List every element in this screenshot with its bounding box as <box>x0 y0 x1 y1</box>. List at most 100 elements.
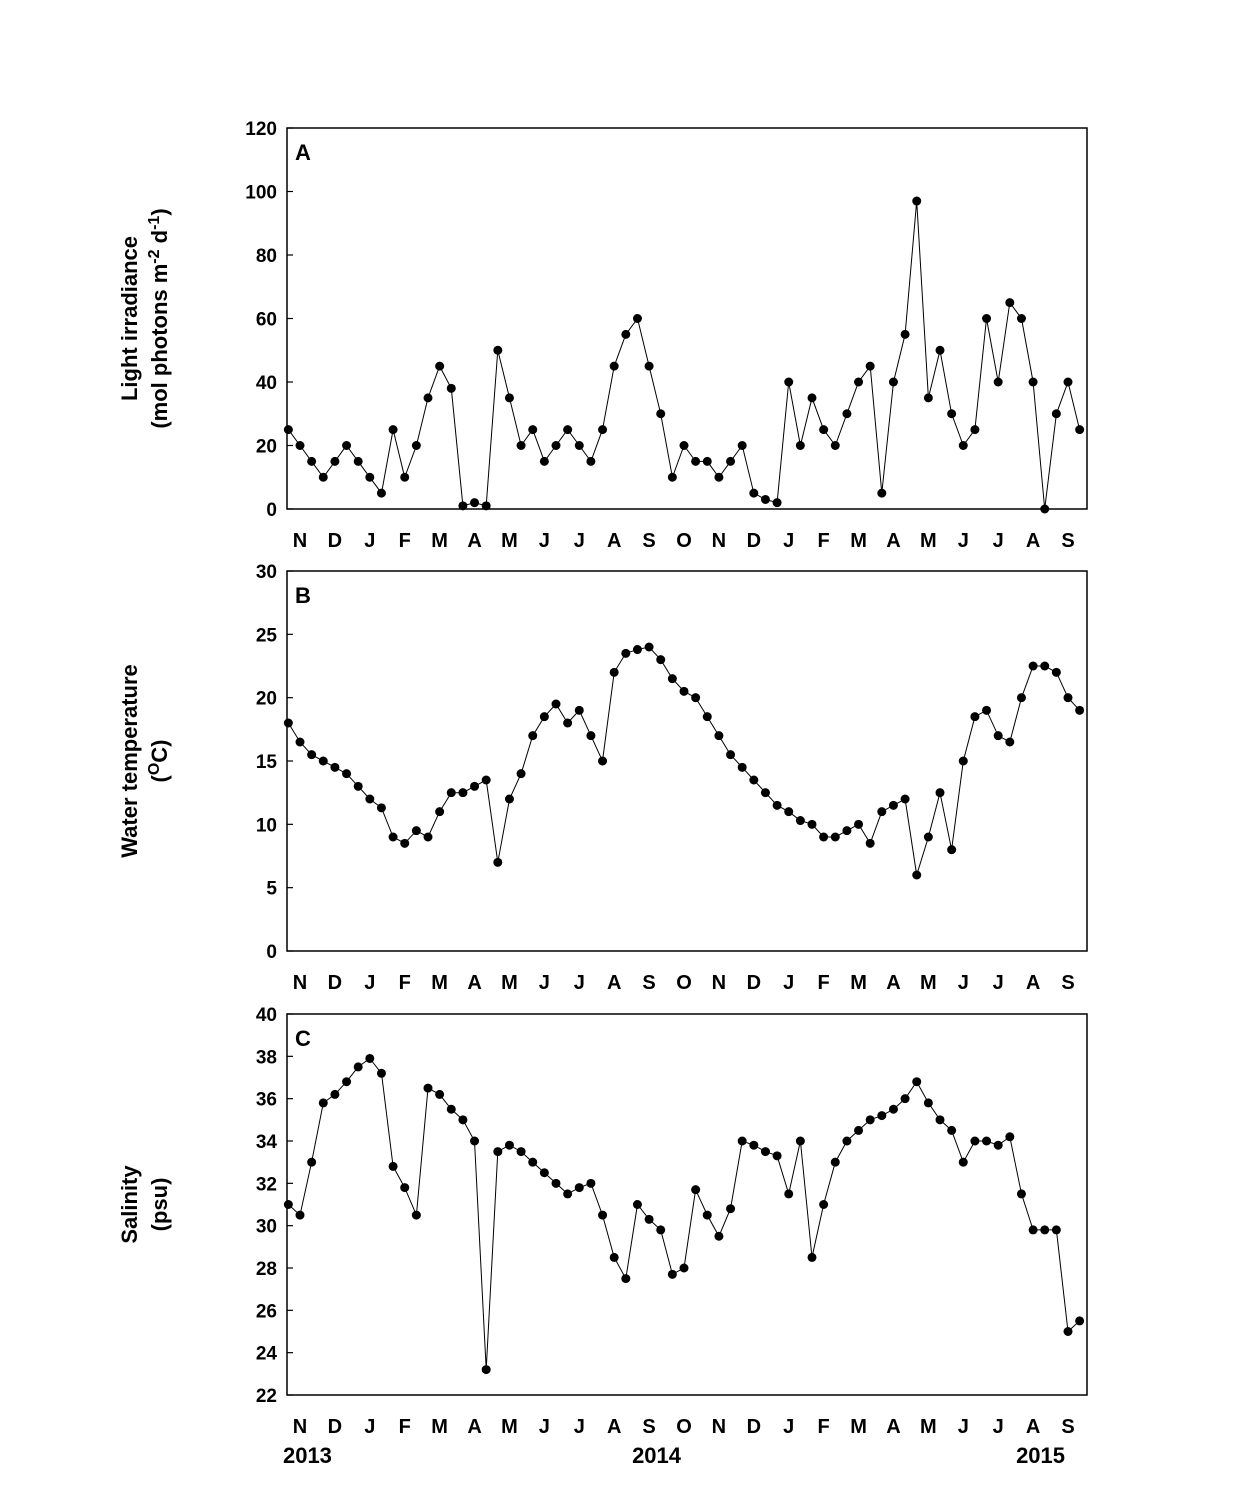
x-tick-label: A <box>467 972 481 994</box>
data-point <box>958 441 968 450</box>
data-point <box>714 731 724 741</box>
x-tick-label: J <box>958 972 969 994</box>
data-point <box>644 1214 654 1224</box>
data-point <box>923 393 933 403</box>
y-axis-title: Light irradiance (mol photons m-2 d-1) <box>117 208 172 428</box>
data-point <box>830 832 840 842</box>
data-point <box>749 775 759 785</box>
data-point <box>877 1111 887 1121</box>
data-point <box>842 409 852 419</box>
data-point <box>737 441 747 450</box>
x-tick-label: A <box>607 530 621 552</box>
data-point <box>493 1147 503 1157</box>
data-point <box>760 1147 770 1157</box>
data-point <box>970 425 980 435</box>
data-point <box>353 456 363 466</box>
data-point <box>342 441 352 450</box>
data-point <box>1063 377 1073 387</box>
y-tick-label: 36 <box>256 1090 277 1111</box>
data-point <box>679 441 689 450</box>
x-tick-label: F <box>818 1416 830 1438</box>
y-tick-label: 20 <box>256 437 277 458</box>
data-point <box>458 1115 468 1125</box>
data-point <box>772 498 782 508</box>
x-tick-label: N <box>293 1416 307 1438</box>
x-tick-label: M <box>431 972 448 994</box>
x-tick-label: N <box>712 1416 726 1438</box>
x-tick-label: J <box>783 530 794 552</box>
data-point <box>726 456 736 466</box>
data-point <box>854 1125 864 1135</box>
x-tick-label: J <box>958 1416 969 1438</box>
x-tick-label: M <box>920 530 937 552</box>
data-point <box>1075 1316 1085 1326</box>
y-tick-label: 38 <box>256 1047 277 1068</box>
data-point <box>784 807 794 817</box>
data-point <box>667 472 677 482</box>
data-point <box>446 383 456 393</box>
data-point <box>842 826 852 836</box>
data-point <box>307 456 317 466</box>
data-point <box>679 1263 689 1273</box>
y-tick-label: 40 <box>256 1005 277 1026</box>
data-point <box>1051 1225 1061 1235</box>
data-point <box>865 1115 875 1125</box>
x-tick-label: M <box>920 972 937 994</box>
x-tick-label: J <box>574 1416 585 1438</box>
data-point <box>563 718 573 728</box>
data-point <box>935 1115 945 1125</box>
data-point <box>365 794 375 804</box>
plot-frame <box>286 127 1088 510</box>
data-point <box>481 1365 491 1375</box>
x-tick-label: J <box>993 1416 1004 1438</box>
data-point <box>528 1157 538 1167</box>
data-point <box>563 1189 573 1199</box>
data-point <box>888 377 898 387</box>
unit-text: ( <box>147 775 172 783</box>
data-point <box>842 1136 852 1146</box>
data-point <box>667 674 677 684</box>
x-tick-label: A <box>886 972 900 994</box>
data-point <box>423 832 433 842</box>
data-point <box>1040 1225 1050 1235</box>
data-point <box>1005 298 1015 308</box>
x-tick-label: O <box>676 972 692 994</box>
data-point <box>609 1252 619 1262</box>
y-tick-label: 28 <box>256 1259 277 1280</box>
data-point <box>516 441 526 450</box>
data-point <box>982 705 992 715</box>
data-point <box>819 832 829 842</box>
y-tick-label: 20 <box>256 689 277 710</box>
data-point <box>435 361 445 371</box>
data-point <box>807 1252 817 1262</box>
data-point <box>516 1147 526 1157</box>
x-tick-label: A <box>467 530 481 552</box>
data-point <box>388 425 398 435</box>
data-point <box>865 838 875 848</box>
x-tick-label: S <box>1061 530 1074 552</box>
data-point <box>470 1136 480 1146</box>
data-point <box>1028 1225 1038 1235</box>
panel-label: A <box>295 140 311 165</box>
x-tick-label: M <box>501 1416 518 1438</box>
data-point <box>411 441 421 450</box>
data-point <box>330 456 340 466</box>
x-tick-label: F <box>399 972 411 994</box>
data-point <box>923 832 933 842</box>
data-point <box>504 393 514 403</box>
data-point <box>574 1183 584 1193</box>
y-axis-unit: (mol photons m-2 d-1) <box>146 208 173 428</box>
data-point <box>760 788 770 798</box>
data-point <box>830 1157 840 1167</box>
data-point <box>423 393 433 403</box>
data-point <box>551 1178 561 1188</box>
data-point <box>632 314 642 323</box>
x-tick-label: J <box>993 972 1004 994</box>
data-point <box>470 498 480 508</box>
data-point <box>458 788 468 798</box>
year-label: 2015 <box>1016 1443 1065 1468</box>
x-tick-label: A <box>607 972 621 994</box>
y-tick-label: 30 <box>256 562 277 583</box>
data-point <box>795 1136 805 1146</box>
y-tick-label: 120 <box>245 119 277 140</box>
